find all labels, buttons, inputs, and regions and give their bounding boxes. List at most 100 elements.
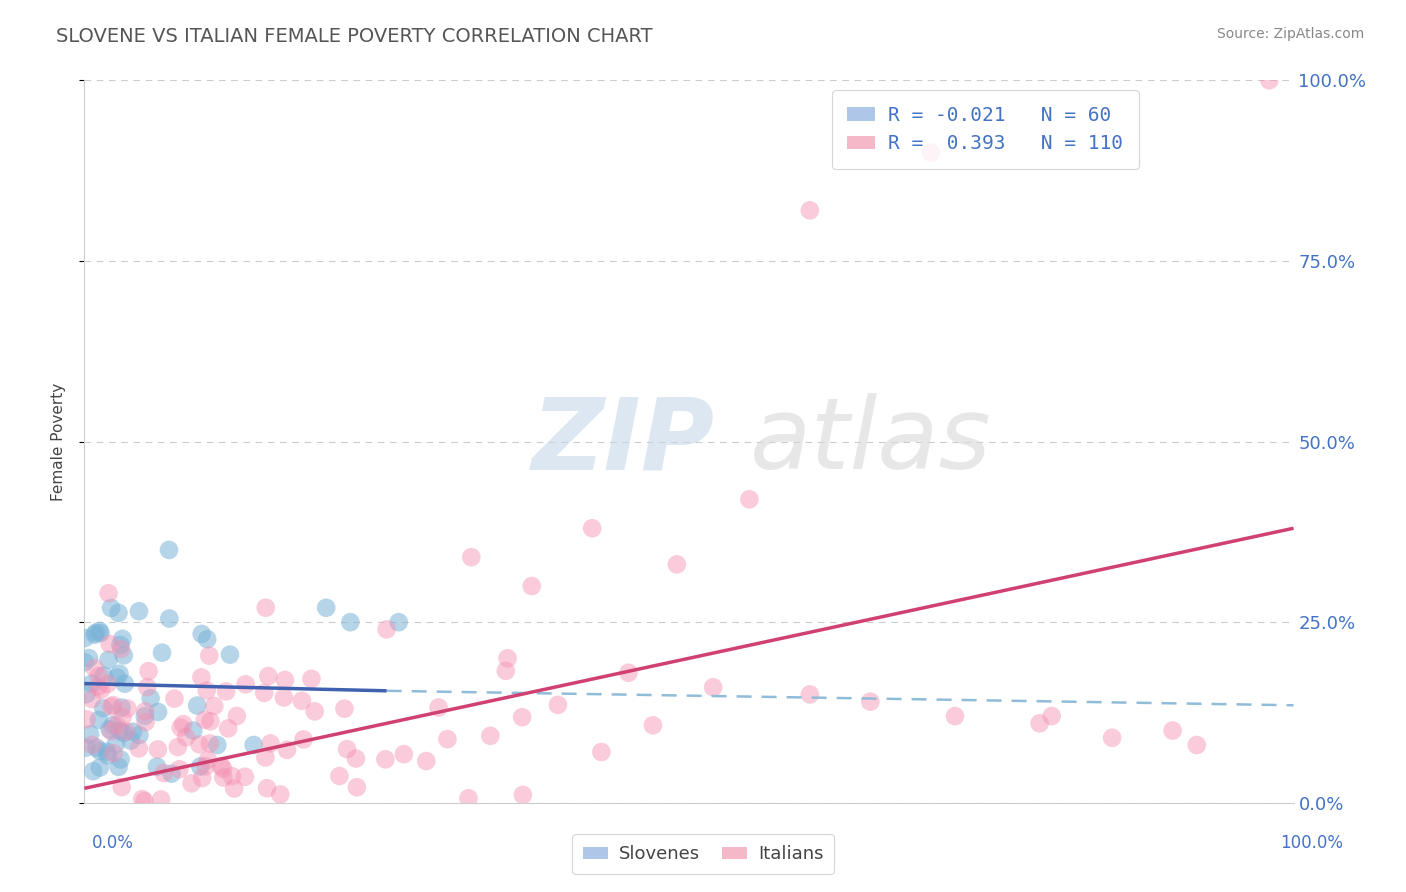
- Point: [259, 736, 281, 750]
- Point: [87, 669, 110, 683]
- Point: [219, 648, 242, 662]
- Point: [339, 615, 361, 630]
- Point: [108, 666, 131, 681]
- Point: [299, 672, 322, 686]
- Point: [190, 670, 212, 684]
- Point: [111, 780, 134, 794]
- Point: [110, 700, 132, 714]
- Point: [105, 718, 128, 732]
- Point: [107, 760, 129, 774]
- Point: [79, 727, 101, 741]
- Point: [169, 721, 191, 735]
- Point: [73, 655, 96, 669]
- Point: [415, 754, 437, 768]
- Point: [1258, 73, 1281, 87]
- Point: [235, 677, 257, 691]
- Point: [209, 759, 232, 773]
- Point: [254, 750, 277, 764]
- Point: [188, 737, 211, 751]
- Point: [139, 691, 162, 706]
- Point: [112, 648, 135, 663]
- Point: [207, 738, 229, 752]
- Point: [374, 752, 396, 766]
- Point: [496, 651, 519, 665]
- Point: [75, 740, 97, 755]
- Text: Source: ZipAtlas.com: Source: ZipAtlas.com: [1216, 27, 1364, 41]
- Point: [73, 631, 96, 645]
- Point: [202, 698, 225, 713]
- Point: [221, 769, 243, 783]
- Point: [172, 717, 194, 731]
- Point: [198, 736, 221, 750]
- Point: [100, 601, 122, 615]
- Point: [146, 742, 169, 756]
- Point: [157, 611, 180, 625]
- Point: [375, 623, 398, 637]
- Point: [273, 690, 295, 705]
- Point: [702, 680, 724, 694]
- Text: 0.0%: 0.0%: [91, 834, 134, 852]
- Point: [581, 521, 603, 535]
- Point: [799, 203, 821, 218]
- Point: [269, 788, 291, 802]
- Point: [128, 604, 150, 618]
- Point: [738, 492, 761, 507]
- Point: [304, 705, 326, 719]
- Point: [150, 792, 173, 806]
- Point: [460, 550, 482, 565]
- Point: [80, 692, 103, 706]
- Legend: Slovenes, Italians: Slovenes, Italians: [572, 834, 834, 874]
- Point: [82, 764, 104, 779]
- Point: [134, 794, 156, 808]
- Point: [101, 718, 124, 732]
- Point: [256, 781, 278, 796]
- Point: [510, 710, 533, 724]
- Point: [254, 600, 277, 615]
- Point: [91, 701, 114, 715]
- Point: [101, 698, 124, 712]
- Point: [859, 695, 882, 709]
- Point: [89, 744, 111, 758]
- Point: [82, 738, 104, 752]
- Point: [157, 542, 180, 557]
- Point: [212, 762, 235, 776]
- Point: [169, 762, 191, 776]
- Point: [166, 739, 188, 754]
- Point: [76, 712, 98, 726]
- Point: [591, 745, 613, 759]
- Point: [190, 627, 212, 641]
- Point: [138, 664, 160, 678]
- Point: [191, 771, 214, 785]
- Point: [336, 742, 359, 756]
- Point: [479, 729, 502, 743]
- Point: [128, 741, 150, 756]
- Point: [920, 145, 942, 160]
- Point: [1101, 731, 1123, 745]
- Point: [114, 676, 136, 690]
- Point: [117, 701, 139, 715]
- Point: [212, 771, 235, 785]
- Point: [87, 713, 110, 727]
- Point: [97, 748, 120, 763]
- Point: [90, 682, 112, 697]
- Point: [253, 686, 276, 700]
- Point: [103, 747, 125, 761]
- Point: [617, 665, 640, 680]
- Point: [150, 646, 173, 660]
- Point: [195, 683, 218, 698]
- Point: [180, 776, 202, 790]
- Point: [328, 769, 350, 783]
- Point: [641, 718, 664, 732]
- Point: [97, 653, 120, 667]
- Point: [77, 651, 100, 665]
- Point: [1028, 716, 1050, 731]
- Point: [86, 740, 108, 755]
- Point: [122, 724, 145, 739]
- Point: [153, 766, 176, 780]
- Point: [547, 698, 569, 712]
- Point: [457, 791, 479, 805]
- Point: [90, 626, 112, 640]
- Point: [87, 680, 110, 694]
- Point: [512, 788, 534, 802]
- Point: [200, 714, 222, 729]
